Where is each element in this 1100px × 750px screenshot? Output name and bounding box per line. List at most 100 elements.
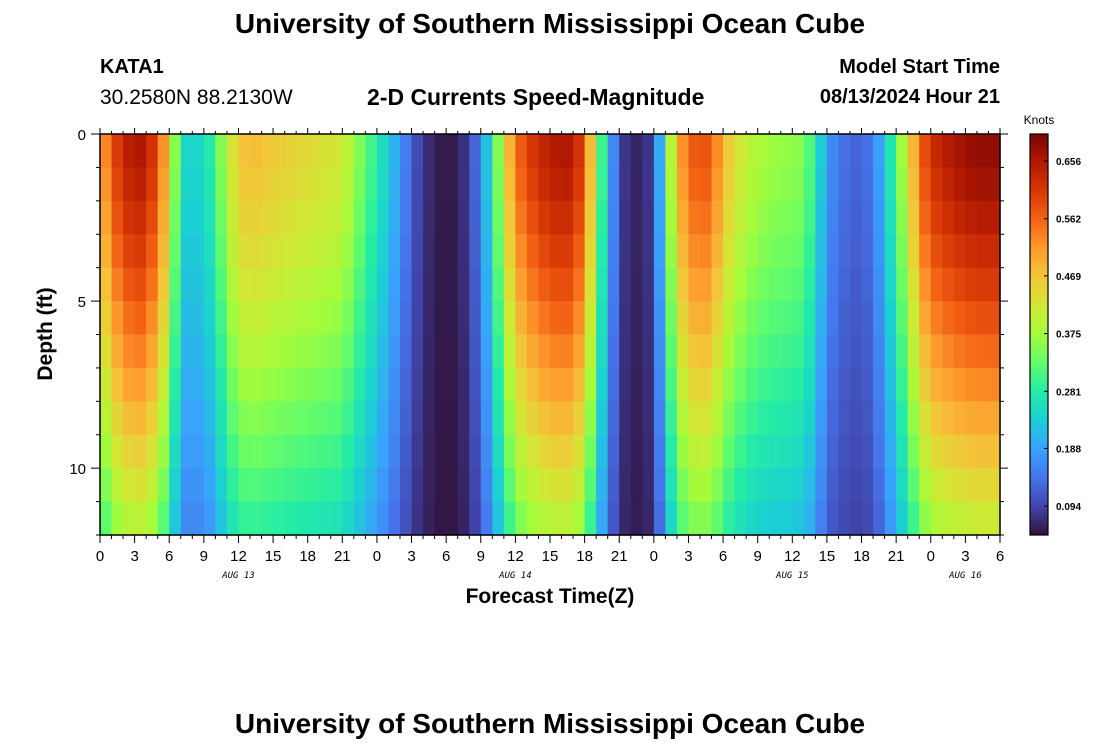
heatmap-cell: [665, 334, 678, 369]
heatmap-cell: [492, 267, 505, 302]
heatmap-cell: [538, 334, 551, 369]
heatmap-cell: [965, 167, 978, 202]
heatmap-cell: [653, 267, 666, 302]
heatmap-cell: [203, 468, 216, 503]
heatmap-cell: [146, 501, 159, 536]
heatmap-cell: [400, 267, 413, 302]
heatmap-cell: [665, 200, 678, 235]
heatmap-cell: [330, 468, 343, 503]
heatmap-cell: [642, 367, 655, 402]
heatmap-cell: [400, 401, 413, 436]
heatmap-cell: [723, 401, 736, 436]
heatmap-cell: [111, 200, 124, 235]
heatmap-cell: [353, 367, 366, 402]
heatmap-cell: [111, 434, 124, 469]
heatmap-cell: [965, 267, 978, 302]
heatmap-cell: [400, 334, 413, 369]
heatmap-cell: [676, 401, 690, 436]
heatmap-cell: [434, 134, 447, 169]
heatmap-cell: [988, 468, 1001, 503]
heatmap-cell: [953, 468, 966, 503]
heatmap-cell: [330, 367, 343, 402]
heatmap-cell: [146, 401, 159, 436]
heatmap-cell: [561, 501, 574, 536]
page-title: University of Southern Mississippi Ocean…: [234, 8, 866, 39]
heatmap-cell: [619, 401, 632, 436]
heatmap-cell: [653, 468, 666, 503]
heatmap-cell: [353, 434, 366, 469]
heatmap-cell: [180, 234, 193, 269]
heatmap-cell: [296, 200, 309, 235]
heatmap-cell: [342, 501, 355, 536]
heatmap-cell: [976, 434, 990, 469]
heatmap-cell: [746, 501, 759, 536]
heatmap-cell: [492, 468, 505, 503]
heatmap-cell: [342, 301, 355, 336]
heatmap-cell: [907, 367, 920, 402]
heatmap-cell: [192, 367, 205, 402]
y-axis-title: Depth (ft): [34, 287, 57, 380]
heatmap-cell: [261, 167, 274, 202]
heatmap-cell: [700, 301, 713, 336]
heatmap-cell: [169, 434, 182, 469]
heatmap-cell: [976, 301, 990, 336]
heatmap-cell: [526, 167, 540, 202]
heatmap-cell: [976, 401, 990, 436]
heatmap-cell: [550, 234, 563, 269]
heatmap-cell: [769, 301, 782, 336]
colorbar-tick-label: 0.656: [1056, 157, 1081, 168]
heatmap-cell: [273, 367, 286, 402]
heatmap-cell: [607, 167, 620, 202]
heatmap-cell: [942, 434, 955, 469]
x-tick-label: 12: [230, 548, 247, 565]
heatmap-cell: [653, 334, 666, 369]
heatmap-cell: [400, 501, 413, 536]
heatmap-cell: [919, 468, 932, 503]
heatmap-cell: [319, 234, 332, 269]
heatmap-cell: [388, 501, 401, 536]
heatmap-cell: [319, 501, 332, 536]
heatmap-cell: [503, 234, 516, 269]
heatmap-cell: [319, 434, 332, 469]
heatmap-cell: [492, 301, 505, 336]
heatmap-cell: [653, 167, 666, 202]
heatmap-cell: [838, 468, 851, 503]
x-axis-title: Forecast Time(Z): [466, 585, 635, 608]
heatmap-cell: [307, 301, 320, 336]
heatmap-cell: [700, 167, 713, 202]
heatmap-cell: [411, 167, 424, 202]
heatmap-cell: [723, 334, 736, 369]
heatmap-cell: [896, 334, 909, 369]
heatmap-cell: [296, 367, 309, 402]
heatmap-cell: [503, 434, 516, 469]
heatmap-cell: [884, 334, 897, 369]
heatmap-cell: [307, 434, 320, 469]
heatmap-cell: [584, 134, 597, 169]
heatmap-cell: [134, 301, 147, 336]
heatmap-cell: [861, 167, 874, 202]
heatmap-cell: [296, 167, 309, 202]
heatmap-cell: [734, 468, 747, 503]
heatmap-cell: [619, 367, 632, 402]
heatmap-cell: [746, 468, 759, 503]
heatmap-cell: [573, 267, 586, 302]
heatmap-cell: [192, 401, 205, 436]
heatmap-cell: [503, 267, 516, 302]
heatmap-cell: [226, 367, 240, 402]
heatmap-cell: [803, 334, 816, 369]
heatmap-cell: [469, 267, 482, 302]
heatmap-cell: [376, 134, 390, 169]
heatmap-cell: [365, 501, 378, 536]
heatmap-cell: [123, 200, 136, 235]
heatmap-cell: [988, 134, 1001, 169]
heatmap-cell: [769, 267, 782, 302]
heatmap-cell: [123, 301, 136, 336]
heatmap-cell: [423, 267, 436, 302]
heatmap-cell: [261, 334, 274, 369]
heatmap-cell: [757, 334, 770, 369]
heatmap-cell: [353, 334, 366, 369]
heatmap-cell: [930, 167, 943, 202]
heatmap-cell: [792, 301, 805, 336]
heatmap-cell: [711, 134, 724, 169]
chart-title: 2-D Currents Speed-Magnitude: [367, 84, 705, 110]
